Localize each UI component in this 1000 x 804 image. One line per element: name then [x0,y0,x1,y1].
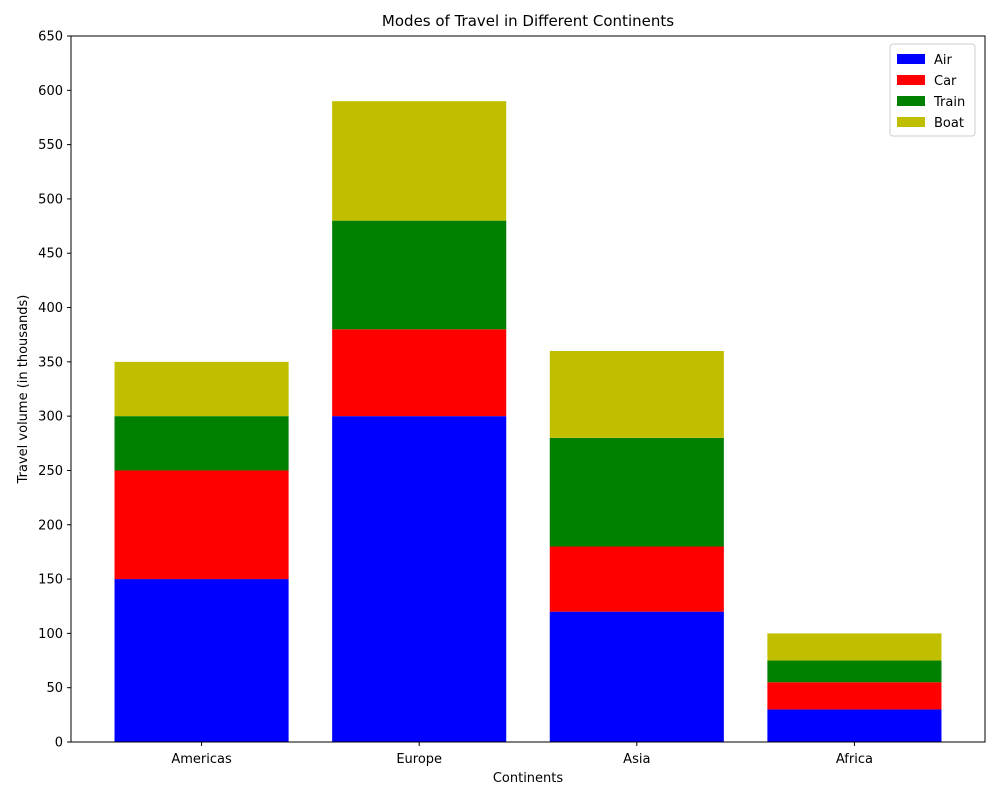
y-tick-label: 50 [46,681,63,696]
x-tick-label-americas: Americas [171,752,232,767]
y-tick-label: 550 [38,138,63,153]
plot-frame [70,35,986,743]
bar-car-africa [767,682,942,710]
legend-box [889,43,976,137]
legend-swatch-train [897,96,925,106]
legend-swatch-car [897,75,925,85]
legend: Air Car Train Boat [889,43,976,137]
y-tick-label: 400 [38,301,63,316]
y-tick-label: 250 [38,464,63,479]
y-tick-label: 200 [38,518,63,533]
x-tick-label-asia: Asia [623,752,650,767]
bar-boat-europe [332,101,507,221]
bar-train-americas [114,416,289,471]
bar-train-asia [549,437,724,547]
y-tick-label: 450 [38,247,63,262]
y-tick-label: 350 [38,355,63,370]
axes-layer: 0 50 100 150 200 250 300 350 400 450 500 550 600 650 A… [38,30,986,767]
bar-car-europe [332,329,507,417]
bar-air-europe [332,416,507,742]
bar-car-asia [549,546,724,612]
bar-train-europe [332,220,507,330]
bar-air-africa [767,709,942,742]
y-tick-label: 650 [38,30,63,45]
bar-boat-asia [549,350,724,438]
x-tick-label-africa: Africa [836,752,873,767]
legend-swatch-boat [897,117,925,127]
x-axis-label: Continents [493,771,564,786]
y-tick-label: 100 [38,627,63,642]
chart-title: Modes of Travel in Different Continents [382,12,674,30]
x-tick-label-europe: Europe [396,752,442,767]
legend-label-air: Air [934,53,953,68]
y-axis-label: Travel volume (in thousands) [16,295,31,485]
y-tick-label: 0 [55,736,63,751]
bar-boat-americas [114,361,289,417]
y-tick-label: 300 [38,410,63,425]
bar-car-americas [114,470,289,580]
y-tick-label: 500 [38,192,63,207]
bar-air-asia [549,611,724,742]
y-tick-label: 150 [38,573,63,588]
y-tick-label: 600 [38,84,63,99]
bar-boat-africa [767,633,942,661]
legend-label-train: Train [933,95,965,110]
legend-label-car: Car [934,74,957,89]
legend-label-boat: Boat [934,116,964,131]
legend-swatch-air [897,54,925,64]
bars-layer [114,101,942,742]
bar-air-americas [114,579,289,742]
bar-train-africa [767,660,942,683]
